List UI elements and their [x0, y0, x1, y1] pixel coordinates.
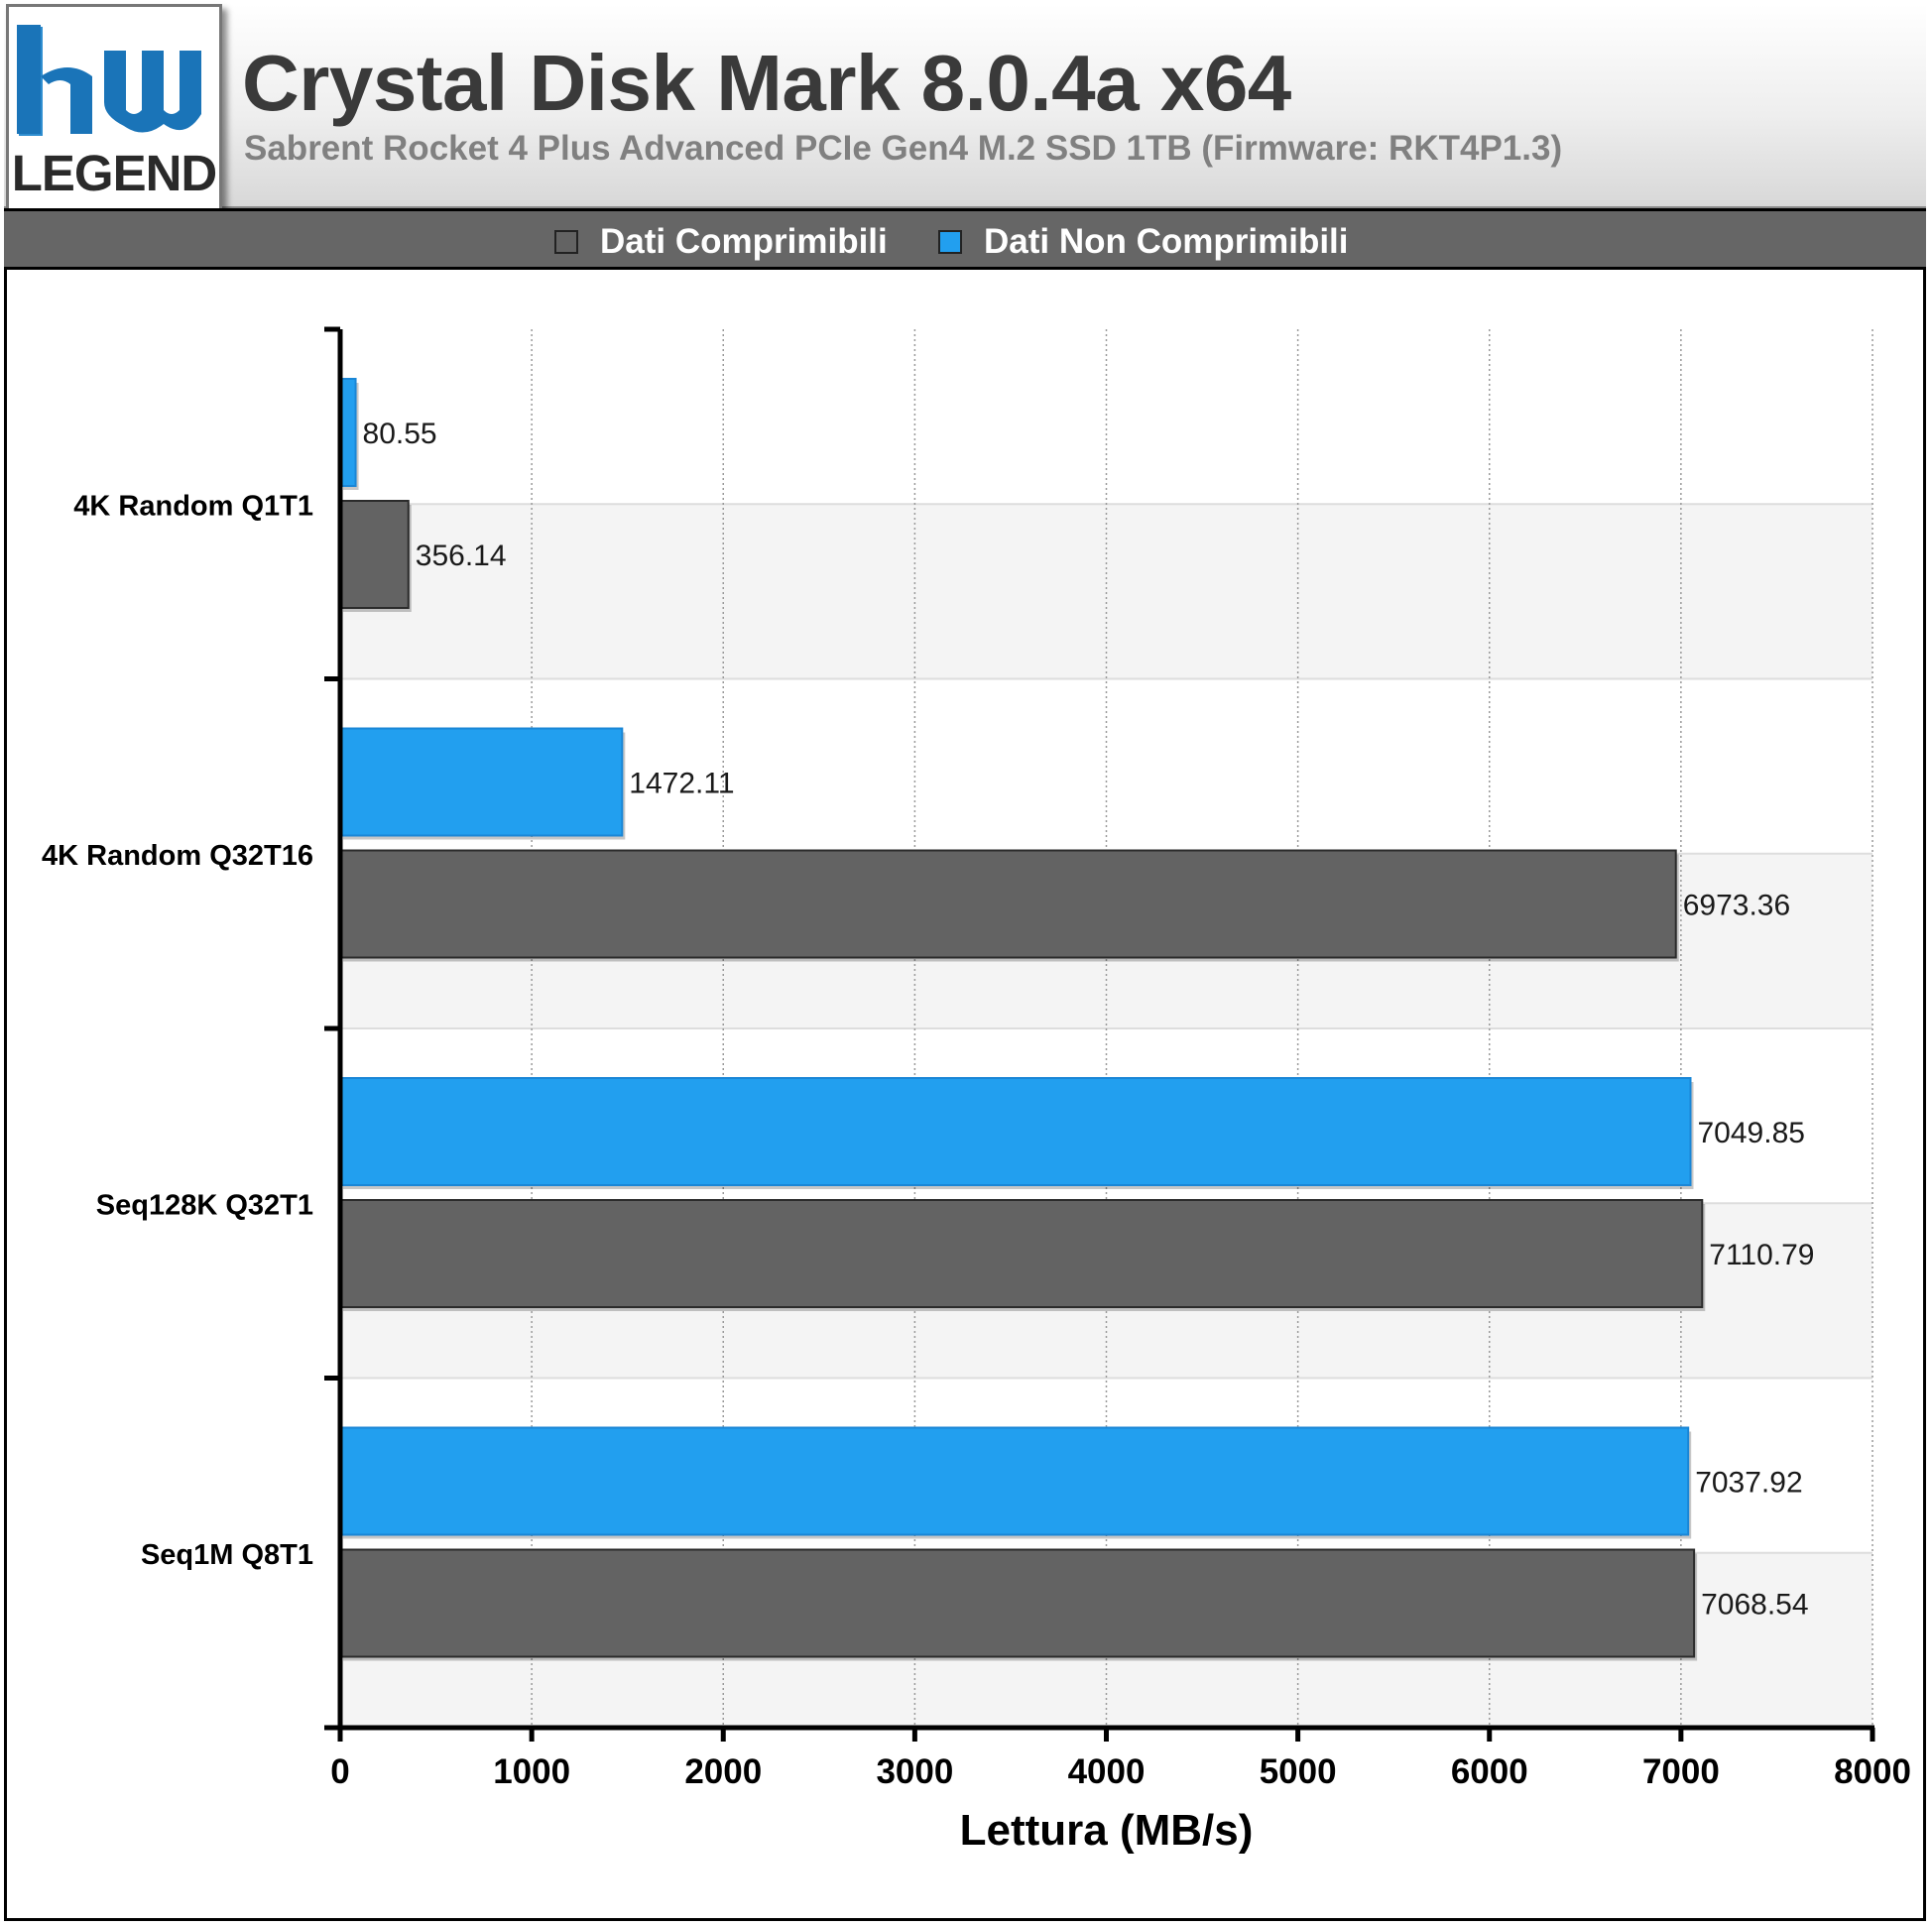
legend-item-incompressible: Dati Non Comprimibili: [938, 222, 1349, 261]
category-label: Seq128K Q32T1: [96, 1189, 313, 1221]
bar-compressible: [339, 1199, 1704, 1308]
bar-value-label: 6973.36: [1683, 890, 1790, 922]
legend-item-compressible: Dati Comprimibili: [554, 222, 888, 261]
x-tick-label: 6000: [1451, 1752, 1528, 1791]
bar-value-label: 7049.85: [1698, 1117, 1805, 1149]
x-tick-label: 5000: [1260, 1752, 1337, 1791]
category-label: 4K Random Q32T16: [42, 840, 313, 872]
category-label: 4K Random Q1T1: [73, 490, 313, 522]
x-tick-label: 8000: [1834, 1752, 1911, 1791]
bar-value-label: 7037.92: [1695, 1467, 1802, 1500]
legend-label-compressible: Dati Comprimibili: [600, 222, 888, 261]
chart-legend: Dati Comprimibili Dati Non Comprimibili: [4, 208, 1926, 270]
legend-label-incompressible: Dati Non Comprimibili: [984, 222, 1349, 261]
bar-value-label: 7110.79: [1709, 1239, 1814, 1271]
chart-title: Crystal Disk Mark 8.0.4a x64: [242, 39, 1291, 127]
x-tick-label: 2000: [684, 1752, 762, 1791]
x-tick-label: 7000: [1642, 1752, 1720, 1791]
legend-swatch-incompressible: [938, 230, 962, 254]
bar-value-label: 356.14: [416, 540, 507, 572]
bar-compressible: [339, 1548, 1696, 1658]
x-axis-title: Lettura (MB/s): [960, 1806, 1254, 1855]
x-tick-label: 3000: [876, 1752, 953, 1791]
hw-logo-mark-icon: [17, 25, 201, 136]
category-label: Seq1M Q8T1: [141, 1539, 313, 1571]
legend-swatch-compressible: [554, 230, 578, 254]
logo-text: LEGEND: [11, 145, 218, 201]
bar-compressible: [339, 849, 1677, 959]
chart-subtitle: Sabrent Rocket 4 Plus Advanced PCIe Gen4…: [244, 129, 1563, 168]
x-tick-label: 1000: [493, 1752, 570, 1791]
x-tick-label: 4000: [1068, 1752, 1146, 1791]
bar-incompressible: [339, 727, 624, 837]
bar-incompressible: [339, 1426, 1690, 1536]
bar-value-label: 1472.11: [629, 768, 734, 800]
x-tick-label: 0: [330, 1752, 349, 1791]
bar-incompressible: [339, 1077, 1692, 1186]
bar-value-label: 7068.54: [1701, 1589, 1808, 1622]
chart-header: Crystal Disk Mark 8.0.4a x64 Sabrent Roc…: [4, 4, 1926, 208]
bar-compressible: [339, 500, 410, 609]
bar-value-label: 80.55: [363, 418, 437, 450]
